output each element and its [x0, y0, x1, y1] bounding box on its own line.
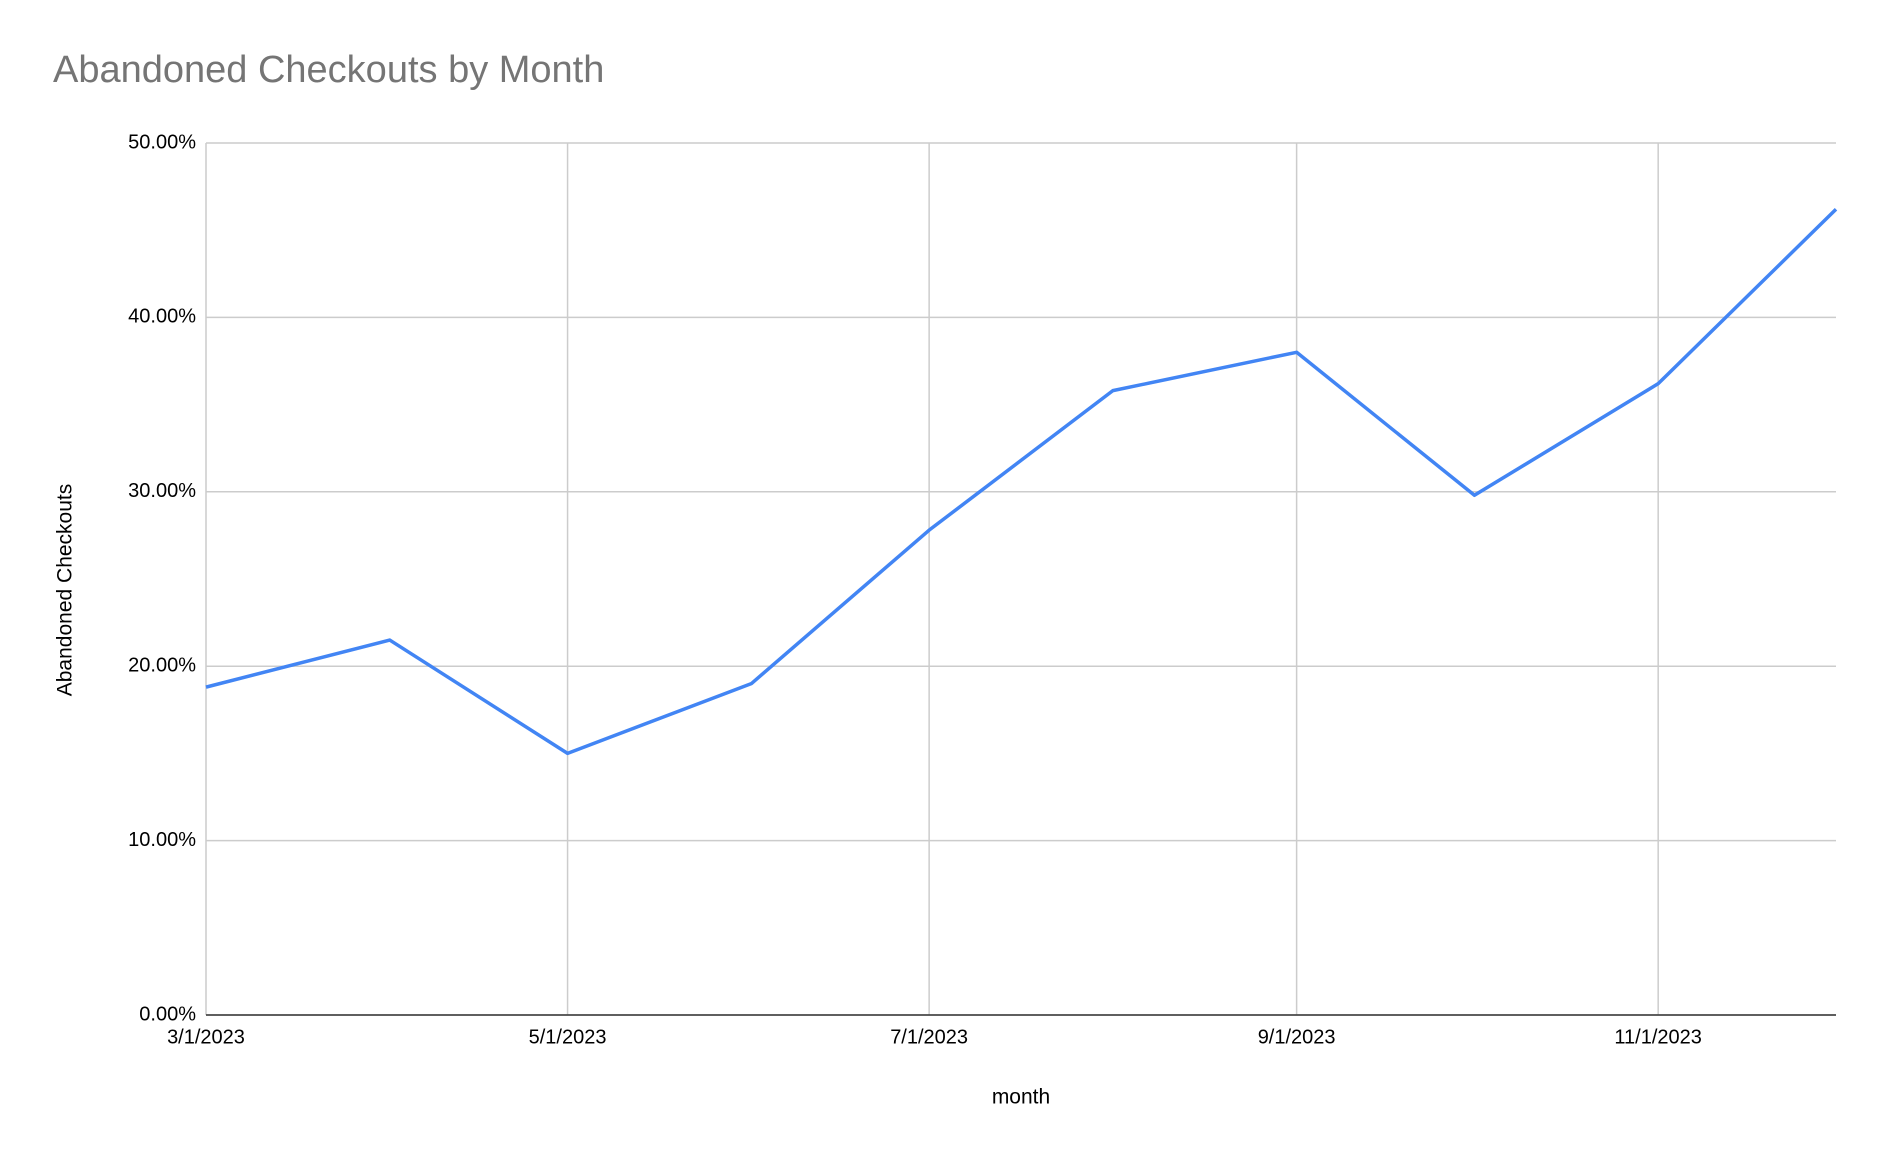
x-axis-label: month	[992, 1086, 1050, 1109]
y-tick-label: 40.00%	[128, 306, 196, 328]
data-line	[205, 208, 1838, 756]
y-tick-label: 20.00%	[128, 654, 196, 676]
y-tick-label: 50.00%	[128, 131, 196, 153]
x-tick-label: 7/1/2023	[890, 1026, 968, 1048]
y-tick-label: 10.00%	[128, 829, 196, 851]
x-tick-label: 3/1/2023	[167, 1026, 245, 1048]
x-tick-label: 9/1/2023	[1258, 1026, 1336, 1048]
x-tick-label: 5/1/2023	[529, 1026, 607, 1048]
x-tick-label: 11/1/2023	[1614, 1026, 1702, 1048]
y-tick-label: 30.00%	[128, 480, 196, 502]
chart-title: Abandoned Checkouts by Month	[53, 49, 604, 91]
y-tick-label: 0.00%	[139, 1003, 196, 1025]
y-axis-label: Abandoned Checkouts	[54, 484, 77, 697]
